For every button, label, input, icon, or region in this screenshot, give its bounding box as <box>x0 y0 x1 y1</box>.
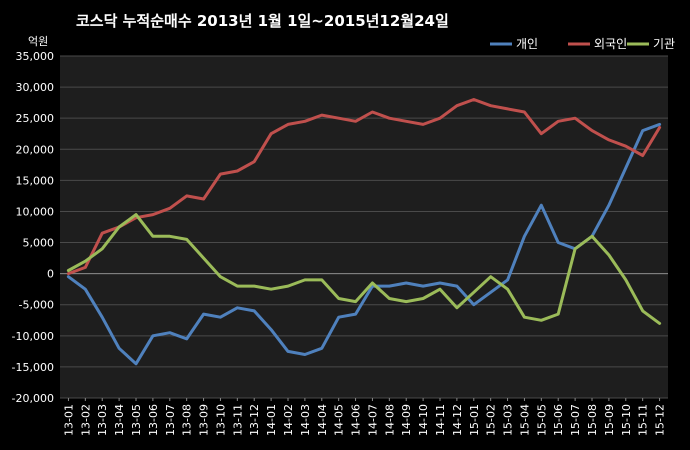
legend: 개인 외국인 기관 <box>490 37 675 51</box>
x-tick-label: 13-07 <box>164 404 177 436</box>
x-tick-label: 15-08 <box>586 404 599 436</box>
y-tick-label: 10,000 <box>16 205 55 218</box>
x-tick-label: 13-11 <box>231 404 244 436</box>
y-tick-label: 5,000 <box>23 237 55 250</box>
x-tick-label: 13-01 <box>62 404 75 436</box>
x-tick-label: 14-11 <box>434 404 447 436</box>
y-tick-label: 35,000 <box>16 50 55 63</box>
x-tick-label: 15-07 <box>569 404 582 436</box>
x-tick-label: 15-06 <box>552 404 565 436</box>
x-tick-label: 15-03 <box>502 404 515 436</box>
x-tick-label: 15-10 <box>620 404 633 436</box>
x-tick-label: 14-09 <box>400 404 413 436</box>
y-axis-label: 억원 <box>28 35 48 48</box>
y-tick-label: -15,000 <box>12 361 54 374</box>
x-tick-label: 14-04 <box>316 404 329 436</box>
x-tick-label: 13-09 <box>198 404 211 436</box>
x-tick-label: 15-04 <box>518 404 531 436</box>
x-tick-label: 15-05 <box>535 404 548 436</box>
y-tick-label: -5,000 <box>19 299 54 312</box>
x-tick-label: 15-11 <box>637 404 650 436</box>
y-tick-label: 20,000 <box>16 143 55 156</box>
y-tick-label: -20,000 <box>12 392 54 405</box>
x-tick-label: 14-08 <box>383 404 396 436</box>
legend-label: 개인 <box>516 37 538 51</box>
x-tick-label: 14-10 <box>417 404 430 436</box>
x-tick-label: 15-01 <box>468 404 481 436</box>
series-line-2 <box>66 213 662 325</box>
legend-label: 외국인 <box>594 37 627 51</box>
x-tick-label: 15-02 <box>485 404 498 436</box>
y-tick-label: -10,000 <box>12 330 54 343</box>
series-line-0 <box>66 122 662 366</box>
chart-title: 코스닥 누적순매수 2013년 1월 1일~2015년12월24일 <box>76 12 449 30</box>
x-tick-label: 14-07 <box>366 404 379 436</box>
y-tick-label: 0 <box>47 268 54 281</box>
y-tick-label: 15,000 <box>16 174 55 187</box>
x-tick-label: 15-12 <box>654 404 667 436</box>
x-tick-label: 13-08 <box>181 404 194 436</box>
x-tick-label: 13-10 <box>214 404 227 436</box>
x-axis-ticks: 13-01 13-02 13-03 13-04 13-05 13-06 13-07 13-08… <box>62 398 667 436</box>
x-tick-label: 14-05 <box>333 404 346 436</box>
plot-area <box>60 56 668 398</box>
y-tick-label: 25,000 <box>16 112 55 125</box>
x-tick-label: 15-09 <box>603 404 616 436</box>
x-tick-label: 14-06 <box>350 404 363 436</box>
y-tick-label: 30,000 <box>16 81 55 94</box>
x-tick-label: 14-12 <box>451 404 464 436</box>
x-tick-label: 13-05 <box>130 404 143 436</box>
x-tick-label: 13-04 <box>113 404 126 436</box>
x-tick-label: 14-03 <box>299 404 312 436</box>
x-tick-label: 13-06 <box>147 404 160 436</box>
legend-label: 기관 <box>653 37 675 51</box>
x-tick-label: 13-12 <box>248 404 261 436</box>
x-tick-label: 13-02 <box>79 404 92 436</box>
y-axis-ticks: 35,000 30,000 25,000 20,000 15,000 10,000 5,00… <box>12 50 54 405</box>
x-tick-label: 14-01 <box>265 404 278 436</box>
series-lines <box>66 98 662 366</box>
series-line-1 <box>66 98 662 276</box>
x-tick-label: 13-03 <box>96 404 109 436</box>
x-tick-label: 14-02 <box>282 404 295 436</box>
